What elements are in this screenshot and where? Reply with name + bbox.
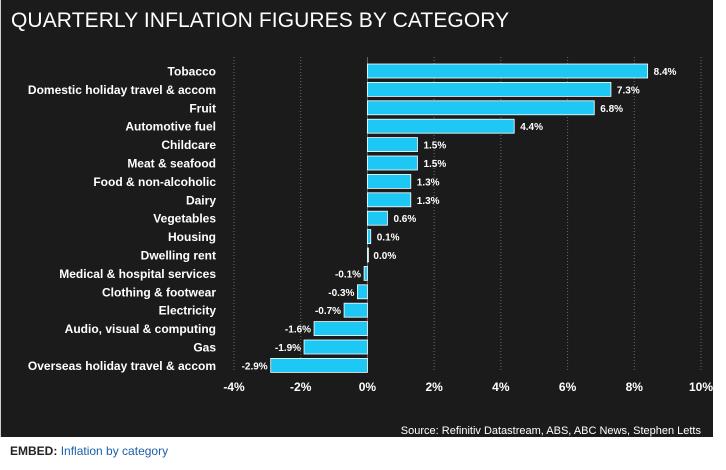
bar [367, 173, 412, 189]
value-label: 4.4% [520, 122, 543, 133]
category-label: Medical & hospital services [59, 267, 216, 281]
embed-label: EMBED: [10, 444, 58, 458]
chart-source: Source: Refinitiv Datastream, ABS, ABC N… [400, 425, 701, 437]
value-label: -0.1% [335, 269, 361, 280]
value-label: 1.3% [417, 196, 440, 207]
value-label: 1.3% [417, 177, 440, 188]
chart-title: QUARTERLY INFLATION FIGURES BY CATEGORY [11, 9, 510, 32]
category-label: Food & non-alcoholic [93, 175, 216, 189]
bar [367, 229, 372, 245]
value-label: 0.0% [373, 251, 396, 262]
value-label: -0.7% [315, 306, 341, 317]
chart-panel: QUARTERLY INFLATION FIGURES BY CATEGORY … [0, 0, 713, 437]
value-label: 0.6% [393, 214, 416, 225]
x-tick-label: -2% [290, 380, 312, 394]
value-labels: 8.4%7.3%6.8%4.4%1.5%1.5%1.3%1.3%0.6%0.1%… [242, 67, 677, 372]
bar [367, 210, 388, 226]
bar [367, 100, 595, 116]
category-labels: Tobacco Domestic holiday travel & accom Fr… [28, 65, 216, 373]
category-label: Electricity [159, 304, 217, 318]
x-tick-label: 4% [492, 380, 510, 394]
bar [367, 82, 612, 97]
bar [343, 302, 368, 318]
x-tick-label: 10% [689, 380, 713, 394]
bar [367, 137, 418, 153]
category-label: Vegetables [153, 212, 216, 226]
category-label: Tobacco [168, 65, 216, 79]
value-label: 1.5% [423, 141, 446, 152]
category-label: Dwelling rent [141, 249, 216, 263]
category-label: Dairy [186, 193, 216, 207]
bar [367, 247, 369, 263]
category-label: Audio, visual & computing [65, 322, 216, 336]
x-tick-label: 6% [559, 380, 577, 394]
bar [367, 118, 515, 134]
value-label: -1.6% [285, 325, 311, 336]
value-label: -0.3% [328, 288, 354, 299]
category-label: Clothing & footwear [102, 285, 216, 299]
category-label: Housing [168, 230, 216, 244]
category-label: Meat & seafood [127, 157, 216, 171]
category-label: Gas [193, 341, 216, 355]
bar [357, 284, 368, 300]
value-label: 8.4% [654, 67, 677, 78]
bars [270, 63, 649, 373]
category-label: Domestic holiday travel & accom [28, 83, 216, 97]
bar-chart: -4% -2% 0% 2% 4% 6% 8% 10% Tobacco Domestic holi… [28, 57, 713, 394]
value-label: -1.9% [275, 343, 301, 354]
x-tick-label: -4% [223, 380, 245, 394]
bar [367, 63, 649, 79]
value-label: 6.8% [600, 104, 623, 115]
bar [313, 321, 368, 337]
embed-link[interactable]: Inflation by category [60, 444, 169, 458]
category-label: Fruit [189, 101, 216, 115]
value-label: 1.5% [423, 159, 446, 170]
category-label: Childcare [161, 138, 216, 152]
bar [367, 192, 412, 208]
x-tick-label: 8% [626, 380, 644, 394]
bar [363, 265, 368, 281]
bar [303, 339, 368, 355]
x-tick-label: 0% [359, 380, 377, 394]
bar [270, 357, 368, 373]
x-tick-label: 2% [425, 380, 443, 394]
x-axis: -4% -2% 0% 2% 4% 6% 8% 10% [223, 380, 713, 394]
embed-line: EMBED: Inflation by category [10, 444, 168, 458]
category-label: Automotive fuel [125, 120, 216, 134]
value-label: -2.9% [242, 361, 268, 372]
value-label: 7.3% [617, 85, 640, 96]
bar [367, 155, 418, 171]
value-label: 0.1% [377, 233, 400, 244]
category-label: Overseas holiday travel & accom [28, 359, 216, 373]
